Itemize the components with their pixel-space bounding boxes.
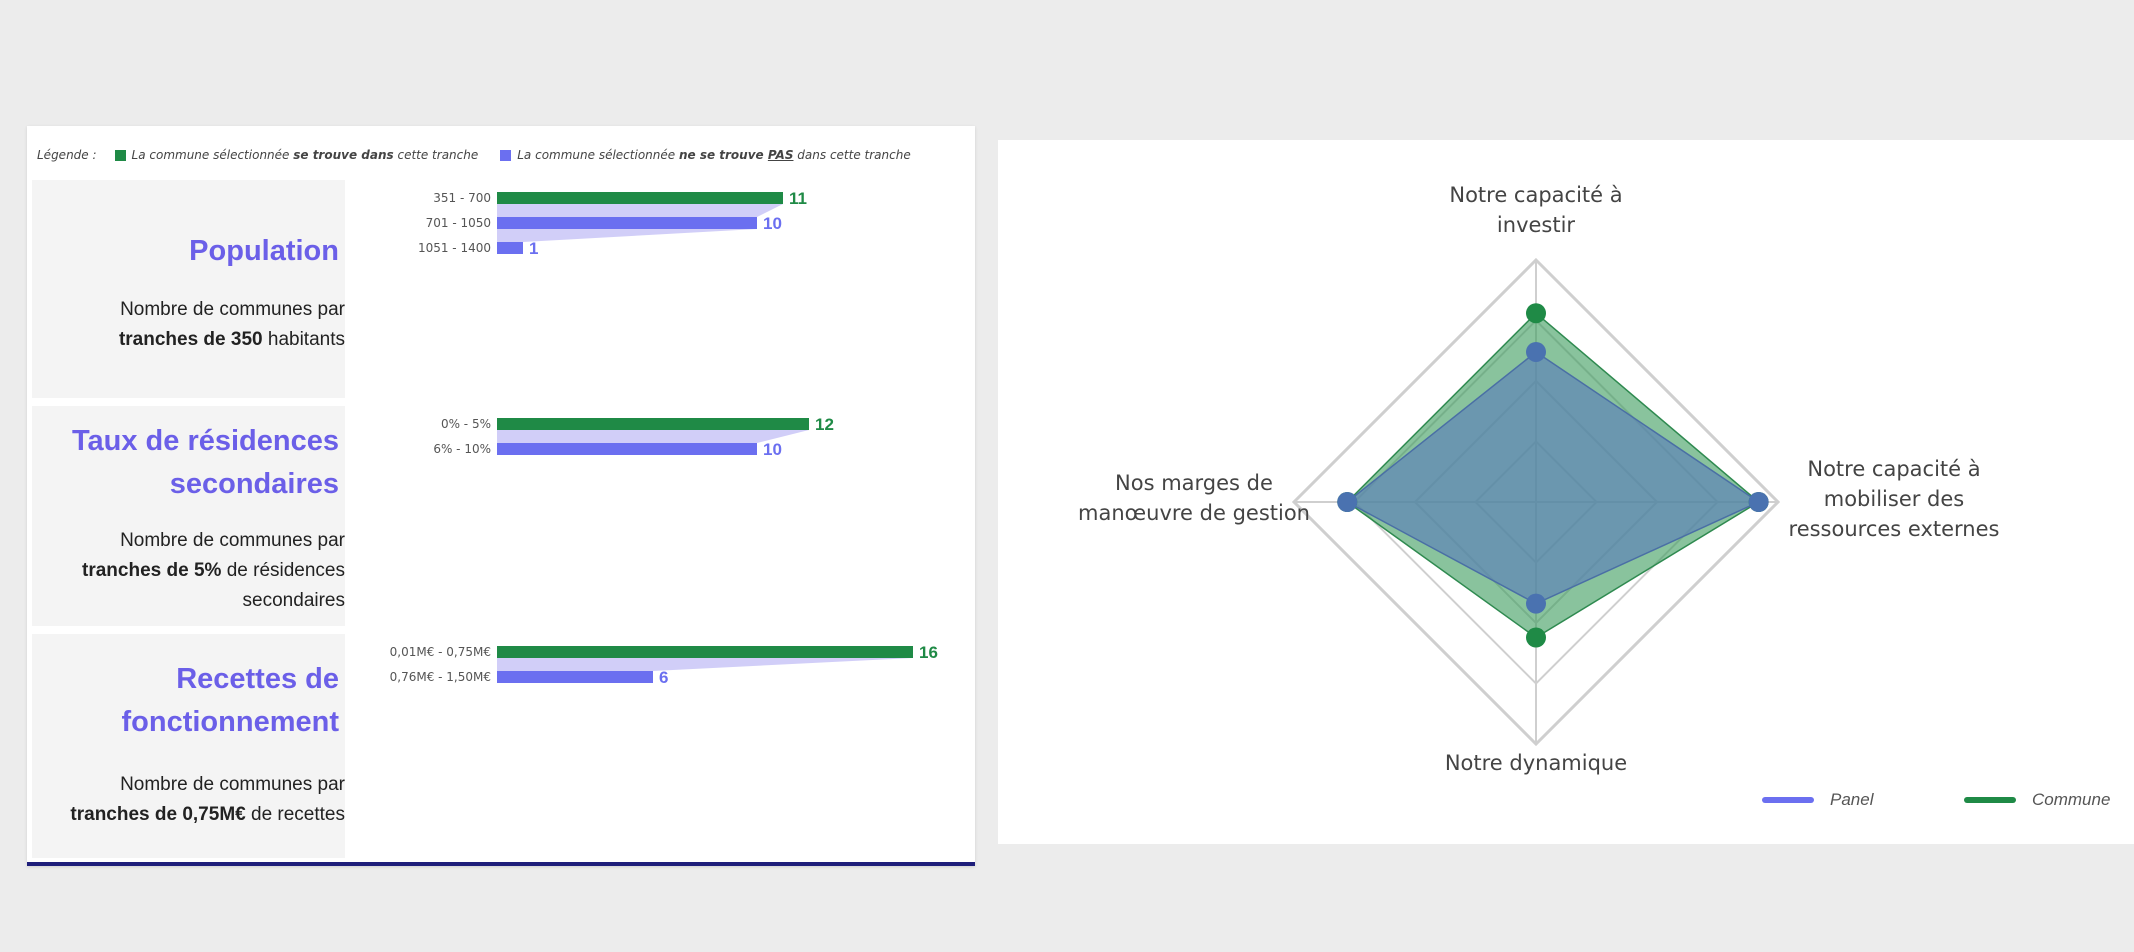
radar-legend-panel: Panel [1762, 790, 1873, 810]
bar-value-label: 1 [529, 239, 538, 258]
legend-in-range: La commune sélectionnée se trouve dans c… [131, 148, 479, 162]
radar-point-panel [1526, 593, 1546, 614]
bar-legend: Légende : La commune sélectionnée se tro… [37, 148, 911, 162]
bar-value-label: 10 [763, 214, 782, 233]
bar-value-label: 12 [815, 415, 834, 434]
radar-axis-label: Notre capacité à investir [1449, 183, 1622, 237]
legend-swatch-in-range [114, 149, 126, 161]
section-title: Taux de résidences secondaires [71, 425, 339, 500]
legend-line-panel [1762, 797, 1814, 803]
bar [497, 646, 913, 658]
legend-line-commune [1964, 797, 2016, 803]
bar-chart-recettes: 0,01M€ - 0,75M€ 16 0,76M€ - 1,50M€ 6 [390, 643, 938, 687]
legend-not-in-range: La commune sélectionnée ne se trouve PAS… [517, 148, 911, 162]
section-description: Nombre de communes par tranches de 5% de… [82, 530, 345, 611]
section-population: Population Nombre de communes par tranch… [32, 180, 345, 398]
bar-chart-residences: 0% - 5% 12 6% - 10% 10 [433, 415, 834, 459]
legend-label-panel: Panel [1830, 790, 1874, 809]
bar-category-label: 6% - 10% [433, 442, 491, 456]
bar [497, 242, 523, 254]
legend-swatch-not-in-range [500, 149, 512, 161]
bar-connector [497, 430, 809, 443]
bar-category-label: 351 - 700 [433, 191, 491, 205]
bar [497, 671, 653, 683]
radar-chart: Notre capacité à investir Notre capacité à… [1078, 183, 2000, 780]
bar-connector [497, 204, 783, 217]
radar-axis-label: Notre dynamiqued'investissement [1445, 751, 1627, 780]
radar-axis-label: Nos marges de manœuvre de gestion [1078, 471, 1310, 525]
section-description: Nombre de communes par tranches de 350 h… [118, 299, 345, 350]
bar-category-label: 0,76M€ - 1,50M€ [390, 670, 491, 684]
bar-charts-panel: Légende : La commune sélectionnée se tro… [27, 126, 975, 866]
legend-prefix: Légende : [37, 148, 97, 162]
bar-category-label: 0,01M€ - 0,75M€ [390, 645, 491, 659]
radar-chart-panel: Notre capacité à investir Notre capacité à… [998, 140, 2134, 844]
radar-point-panel [1748, 492, 1769, 512]
bar [497, 443, 757, 455]
radar-area-panel [1345, 351, 1761, 605]
radar-point-commune [1526, 627, 1546, 648]
bar-connector [497, 229, 757, 242]
bar-value-label: 10 [763, 440, 782, 459]
bar-category-label: 1051 - 1400 [418, 241, 491, 255]
bar-category-label: 0% - 5% [441, 417, 491, 431]
section-residences: Taux de résidences secondaires Nombre de… [32, 406, 345, 626]
bar-value-label: 11 [789, 189, 807, 208]
radar-legend-commune: Commune [1964, 790, 2110, 810]
bar-value-label: 6 [659, 668, 668, 687]
bar-connector [497, 658, 913, 671]
section-description: Nombre de communes par tranches de 0,75M… [70, 774, 345, 825]
bar [497, 192, 783, 204]
radar-axis-label: Notre capacité à mobiliser des ressources … [1789, 457, 2000, 541]
radar-point-panel [1526, 341, 1546, 362]
section-title: Recettes de fonctionnement [121, 663, 340, 738]
bar-chart-population: 351 - 700 11 701 - 1050 10 1051 - 1400 1 [418, 189, 807, 258]
bar [497, 217, 757, 229]
bar [497, 418, 809, 430]
bar-category-label: 701 - 1050 [426, 216, 491, 230]
section-title: Population [189, 235, 339, 267]
radar-point-panel [1337, 492, 1358, 512]
radar-point-commune [1526, 303, 1546, 324]
legend-label-commune: Commune [2032, 790, 2111, 809]
section-recettes: Recettes de fonctionnement Nombre de com… [32, 634, 345, 858]
bar-value-label: 16 [919, 643, 938, 662]
